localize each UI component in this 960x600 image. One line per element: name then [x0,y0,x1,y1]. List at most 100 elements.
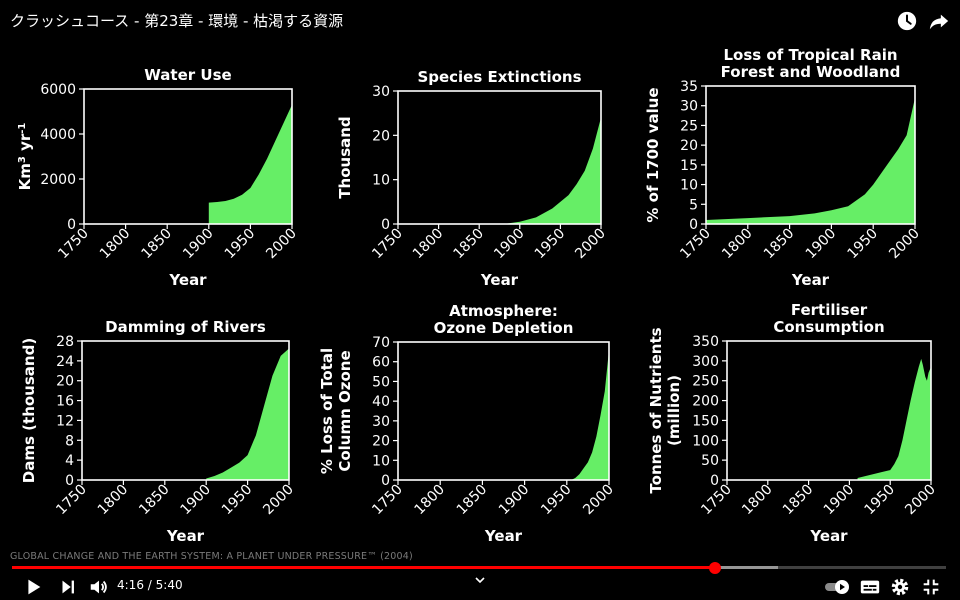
x-tick-label: 1850 [780,482,817,519]
time-display: 4:16 / 5:40 [117,578,183,592]
y-tick-label: 70 [372,335,390,351]
next-icon[interactable] [57,576,79,598]
y-tick-label: 0 [689,217,698,233]
x-tick-label: 2000 [260,482,297,519]
y-tick-label: 10 [372,453,390,469]
y-axis-label: Column Ozone [336,350,354,471]
y-tick-label: 40 [372,394,390,410]
x-tick-label: 1800 [412,482,449,519]
data-area [571,349,609,480]
y-tick-label: 0 [381,217,390,233]
y-axis-label: % Loss of Total [318,348,336,474]
progress-bar[interactable] [12,562,946,574]
x-tick-label: 1850 [454,482,491,519]
x-tick-label: 1850 [761,226,798,263]
y-tick-label: 5 [689,197,698,213]
y-tick-label: 6000 [40,82,76,98]
x-tick-label: 2000 [886,226,923,263]
x-axis-label: Year [809,527,848,545]
y-tick-label: 0 [67,217,76,233]
y-tick-label: 20 [372,128,390,144]
exit-fullscreen-icon[interactable] [920,576,942,598]
x-tick-label: 1850 [139,226,176,263]
x-tick-label: 1900 [821,482,858,519]
y-tick-label: 24 [56,354,74,370]
y-tick-label: 4 [65,453,74,469]
x-tick-label: 1800 [719,226,756,263]
x-tick-label: 1950 [219,482,256,519]
time-current: 4:16 [117,578,144,592]
data-area [398,117,601,224]
y-tick-label: 30 [680,99,698,115]
x-tick-label: 1950 [538,482,575,519]
x-tick-label: 1800 [97,226,134,263]
video-title[interactable]: クラッシュコース - 第23章 - 環境 - 枯渇する資源 [10,12,344,30]
data-area [208,104,292,224]
x-tick-label: 1850 [451,226,488,263]
x-axis-label: Year [168,271,207,289]
y-tick-label: 25 [680,118,698,134]
time-separator: / [147,578,152,592]
x-axis-label: Year [791,271,830,289]
y-axis-label: Dams (thousand) [20,338,38,483]
y-tick-label: 20 [372,434,390,450]
y-tick-label: 28 [56,334,74,350]
y-axis-label: Km3 yr-1 [16,123,34,191]
y-tick-label: 20 [56,374,74,390]
y-tick-label: 0 [65,473,74,489]
x-tick-label: 1900 [491,226,528,263]
source-caption: GLOBAL CHANGE AND THE EARTH SYSTEM: A PL… [10,551,413,562]
share-arrow-icon[interactable] [928,10,950,32]
x-tick-label: 2000 [902,482,939,519]
settings-icon[interactable] [889,576,911,598]
y-tick-label: 100 [692,433,719,449]
y-tick-label: 150 [692,413,719,429]
progress-scrubber-knob[interactable] [709,562,722,574]
y-tick-label: 50 [372,374,390,390]
y-tick-label: 0 [381,473,390,489]
x-tick-label: 2000 [263,226,300,263]
data-area [206,348,289,480]
x-axis-label: Year [480,271,519,289]
x-tick-label: 1900 [496,482,533,519]
y-tick-label: 300 [692,354,719,370]
chart-5: Atmosphere:Ozone Depletion 0 10 20 30 40 50 60 7… [318,302,617,545]
y-tick-label: 4000 [40,127,76,143]
y-tick-label: 20 [680,138,698,154]
y-tick-label: 2000 [40,172,76,188]
chart-title: Forest and Woodland [721,63,901,81]
plot-frame [397,90,602,225]
clock-icon[interactable] [896,10,918,32]
x-tick-label: 1950 [845,226,882,263]
x-axis-label: Year [166,527,205,545]
y-tick-label: 10 [372,173,390,189]
play-icon[interactable] [22,576,44,598]
y-tick-label: 30 [372,414,390,430]
data-area [857,358,931,480]
x-tick-label: 1800 [95,482,132,519]
x-tick-label: 2000 [572,226,609,263]
y-tick-label: 35 [680,79,698,95]
subtitles-icon[interactable] [859,576,881,598]
x-tick-label: 1950 [862,482,899,519]
y-tick-label: 15 [680,158,698,174]
data-area [706,97,915,224]
x-tick-label: 1800 [410,226,447,263]
y-tick-label: 350 [692,334,719,350]
volume-icon[interactable] [88,576,110,598]
x-tick-label: 1950 [532,226,569,263]
x-tick-label: 1900 [803,226,840,263]
y-tick-label: 50 [701,453,719,469]
y-tick-label: 10 [680,178,698,194]
chevron-down-icon[interactable] [472,574,488,588]
autoplay-toggle-icon[interactable] [824,576,852,598]
y-axis-label: (million) [665,375,683,446]
chart-title: Loss of Tropical Rain [723,46,897,64]
x-tick-label: 1900 [180,226,217,263]
video-title-bar: クラッシュコース - 第23章 - 環境 - 枯渇する資源 [0,0,960,40]
plot-frame [81,340,290,481]
